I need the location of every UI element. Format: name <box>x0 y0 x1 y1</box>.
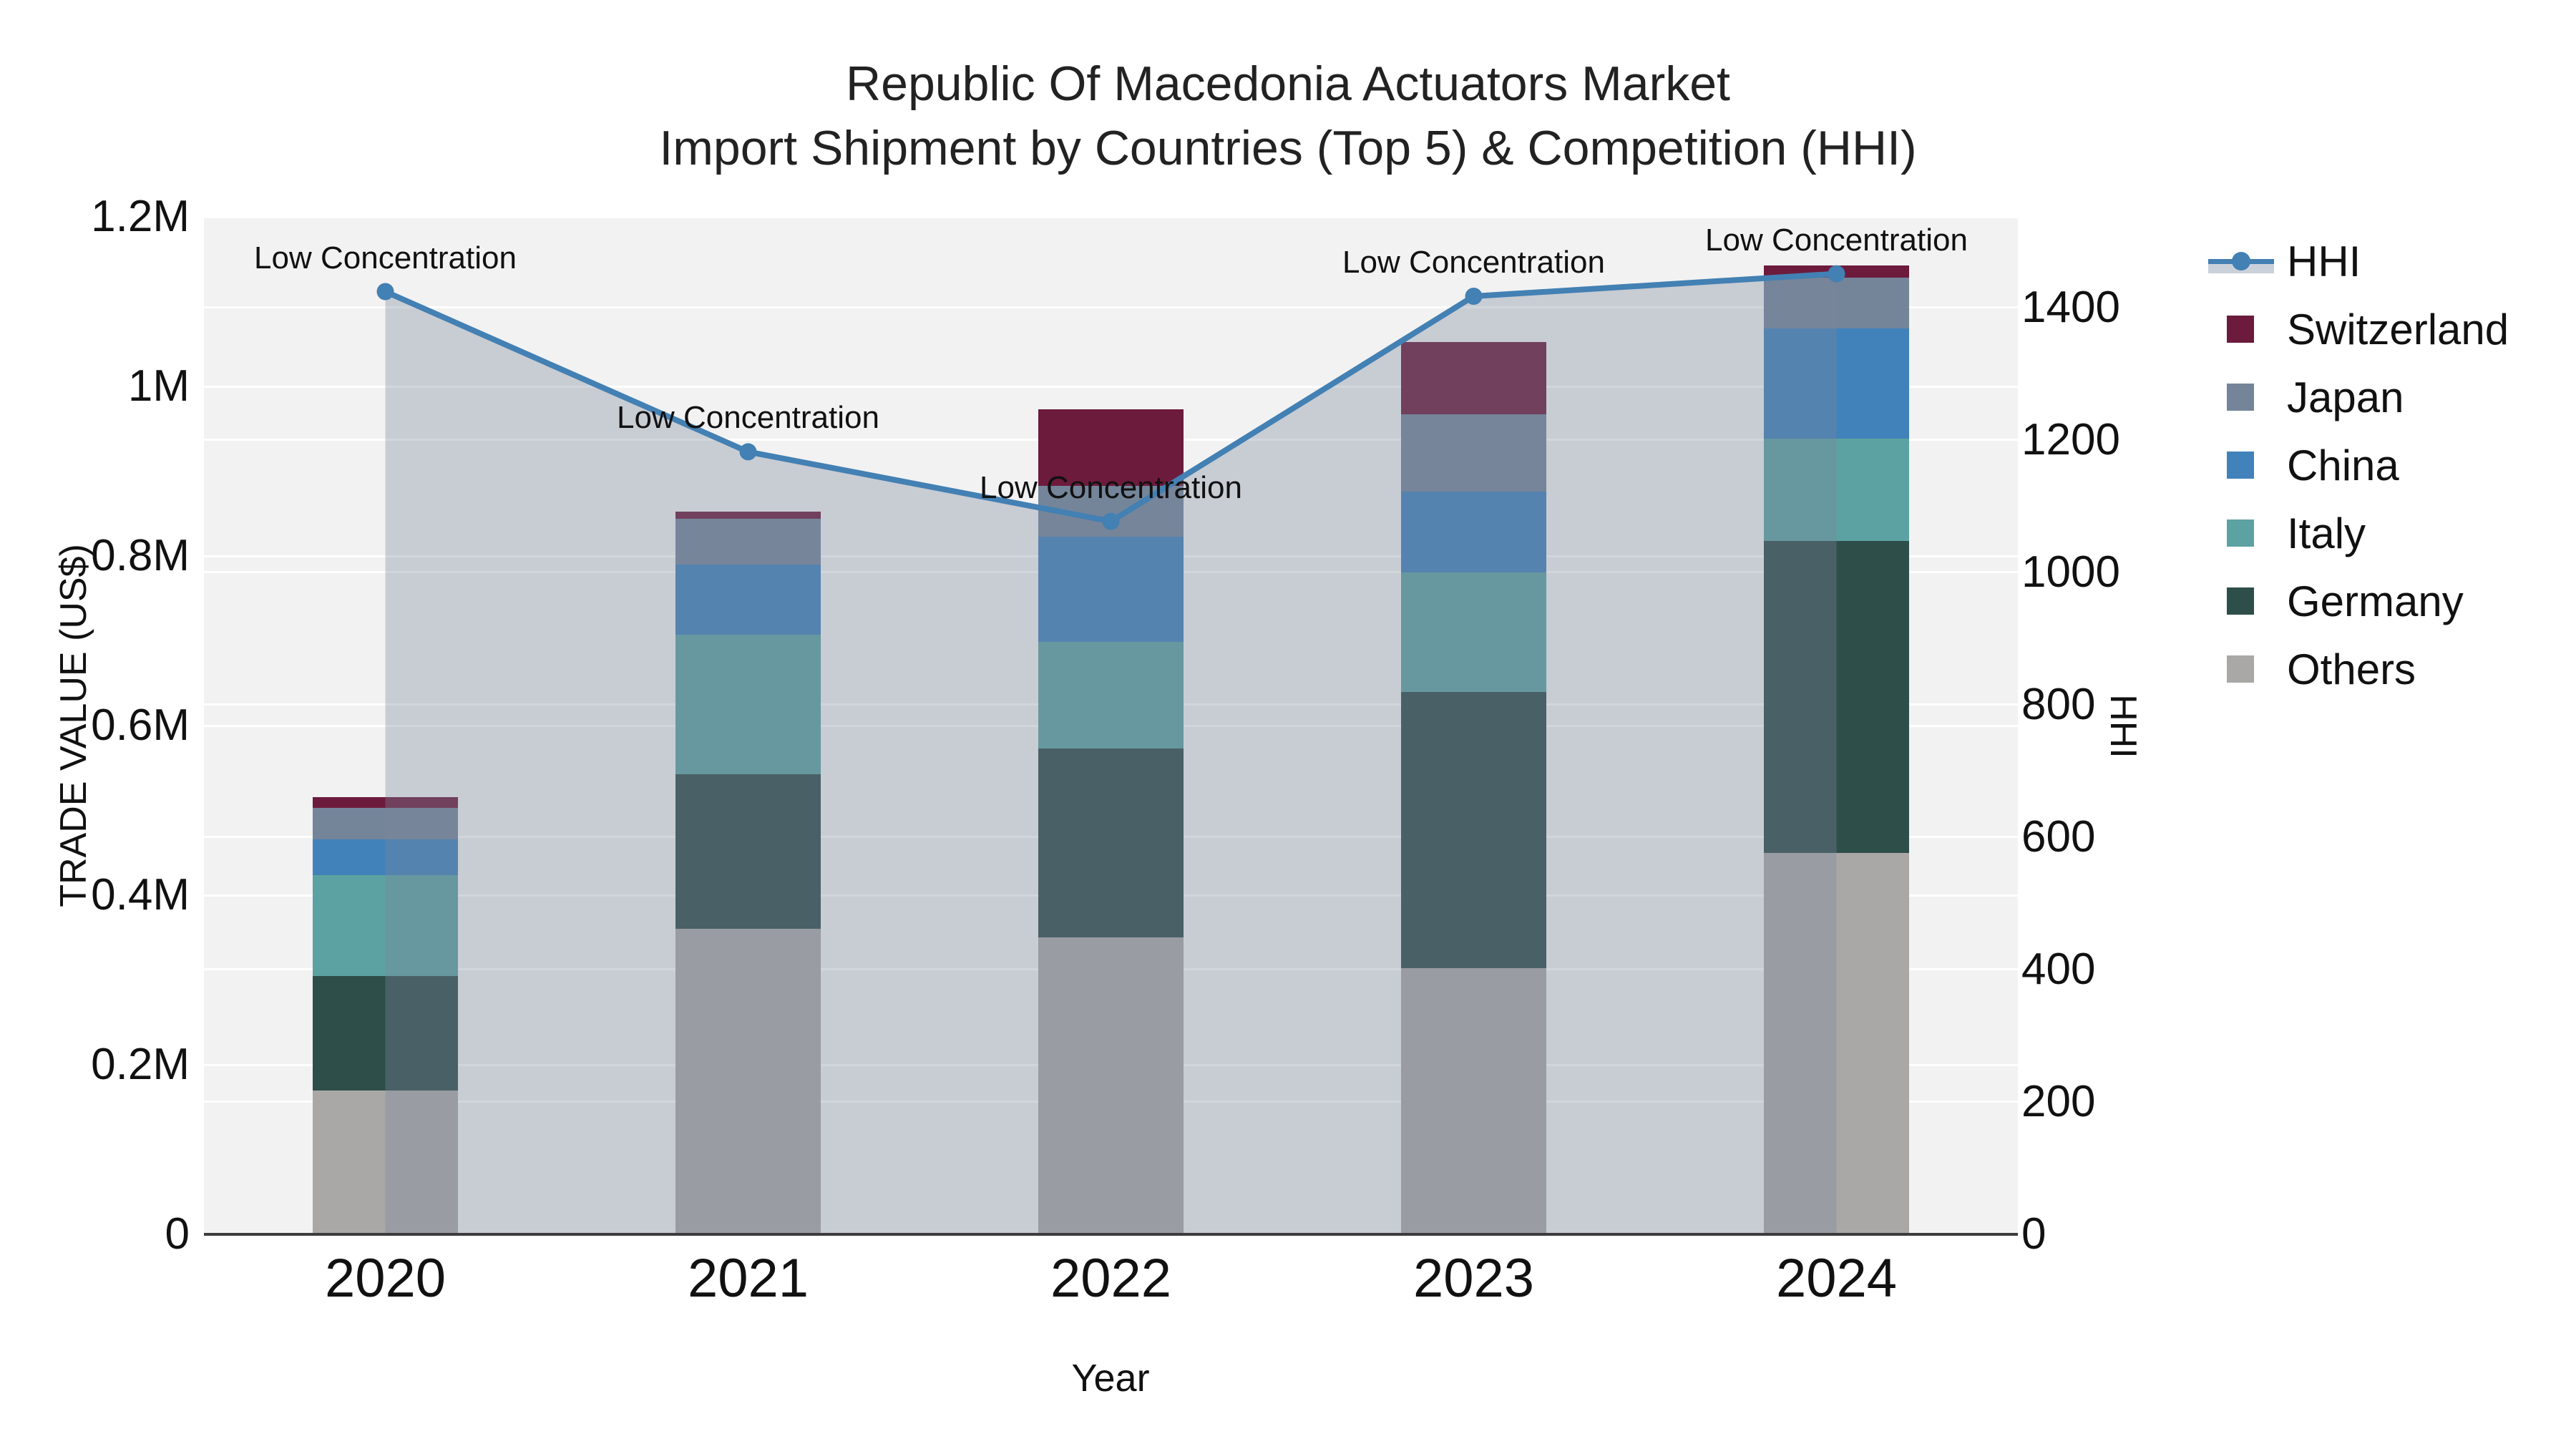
annotation-2020: Low Concentration <box>254 240 517 275</box>
bar-segment-2022-italy <box>1038 641 1184 748</box>
bar-segment-2024-others <box>1764 852 1909 1234</box>
y-right-tick-600: 600 <box>2021 811 2096 862</box>
y-right-tick-800: 800 <box>2021 679 2096 729</box>
legend-label: HHI <box>2287 237 2361 286</box>
bar-segment-2023-china <box>1401 491 1546 572</box>
y-left-tick-1M: 1M <box>127 361 190 411</box>
bar-segment-2021-japan <box>675 518 821 565</box>
x-tick-2022: 2022 <box>1050 1248 1172 1309</box>
bar-segment-2022-others <box>1038 937 1184 1234</box>
hhi-dot-icon <box>2232 252 2250 270</box>
swatch-icon <box>2227 384 2254 411</box>
hhi-marker-2021 <box>739 443 757 461</box>
italy-swatch-icon <box>2208 504 2287 562</box>
legend-label: Others <box>2287 645 2416 693</box>
bar-segment-2024-germany <box>1764 540 1909 853</box>
annotation-2023: Low Concentration <box>1342 245 1605 280</box>
y-right-tick-1400: 1400 <box>2021 282 2120 332</box>
y-left-tick-0.2M: 0.2M <box>91 1040 190 1089</box>
hhi-marker-2022 <box>1102 512 1120 530</box>
legend-label: Italy <box>2287 509 2366 557</box>
annotation-2021: Low Concentration <box>617 400 879 436</box>
annotation-2022: Low Concentration <box>980 469 1242 505</box>
y-right-tick-0: 0 <box>2021 1209 2046 1259</box>
legend-item-china[interactable]: China <box>2208 436 2399 494</box>
x-tick-2024: 2024 <box>1775 1248 1898 1309</box>
gridline-right-1400 <box>204 306 2018 309</box>
bar-segment-2023-others <box>1401 967 1546 1234</box>
x-tick-2023: 2023 <box>1413 1248 1535 1309</box>
bar-segment-2023-italy <box>1401 572 1546 692</box>
switzerland-swatch-icon <box>2208 301 2287 358</box>
bar-segment-2020-germany <box>313 975 458 1091</box>
legend-label: Japan <box>2287 373 2404 421</box>
bar-segment-2022-switzerland <box>1038 409 1184 486</box>
legend-label: Switzerland <box>2287 305 2509 353</box>
bar-segment-2021-germany <box>675 774 821 930</box>
bar-segment-2024-italy <box>1764 439 1909 541</box>
bar-segment-2021-china <box>675 564 821 635</box>
chart-title: Republic Of Macedonia Actuators Market I… <box>0 52 2576 180</box>
y-left-tick-0.4M: 0.4M <box>91 870 190 919</box>
swatch-icon <box>2227 316 2254 343</box>
x-axis-title: Year <box>1071 1357 1150 1400</box>
legend-item-others[interactable]: Others <box>2208 640 2416 698</box>
swatch-icon <box>2227 587 2254 615</box>
hhi-line-icon <box>2208 233 2287 290</box>
hhi-line-overlay <box>376 265 1845 1234</box>
swatch-icon <box>2227 655 2254 683</box>
chart-title-line2: Import Shipment by Countries (Top 5) & C… <box>659 121 1917 175</box>
y-left-tick-0.8M: 0.8M <box>91 531 190 580</box>
others-swatch-icon <box>2208 640 2287 698</box>
legend-item-hhi[interactable]: HHI <box>2208 233 2361 290</box>
swatch-icon <box>2227 452 2254 479</box>
bar-segment-2022-china <box>1038 536 1184 642</box>
y-right-tick-200: 200 <box>2021 1076 2096 1126</box>
legend-item-germany[interactable]: Germany <box>2208 572 2464 630</box>
y-left-tick-0.6M: 0.6M <box>91 701 190 750</box>
bar-segment-2021-italy <box>675 635 821 774</box>
gridline-left-1.2M <box>204 215 2018 218</box>
bar-segment-2021-switzerland <box>675 512 821 519</box>
bar-segment-2020-china <box>313 839 458 875</box>
bar-segment-2020-others <box>313 1090 458 1234</box>
bar-segment-2023-japan <box>1401 414 1546 492</box>
bar-segment-2021-others <box>675 929 821 1234</box>
bar-segment-2020-italy <box>313 874 458 976</box>
bar-segment-2020-japan <box>313 807 458 839</box>
germany-swatch-icon <box>2208 572 2287 630</box>
bar-segment-2023-switzerland <box>1401 342 1546 415</box>
hhi-marker-2020 <box>376 283 394 301</box>
hhi-marker-2024 <box>1828 265 1845 283</box>
plot-area: Low Concentration Low Concentration Low Co… <box>204 215 2018 1234</box>
y-right-tick-400: 400 <box>2021 944 2096 994</box>
bar-segment-2024-japan <box>1764 278 1909 329</box>
legend-label: China <box>2287 441 2399 489</box>
legend-label: Germany <box>2287 577 2464 625</box>
japan-swatch-icon <box>2208 369 2287 426</box>
x-tick-2020: 2020 <box>324 1248 447 1309</box>
bar-segment-2022-germany <box>1038 748 1184 938</box>
x-axis-baseline <box>204 1233 2018 1236</box>
x-tick-2021: 2021 <box>687 1248 809 1309</box>
y-left-tick-0: 0 <box>165 1209 190 1259</box>
bar-segment-2023-germany <box>1401 691 1546 968</box>
y-left-tick-1.2M: 1.2M <box>91 192 190 241</box>
swatch-icon <box>2227 519 2254 547</box>
hhi-area-fill <box>385 273 1837 1234</box>
bar-segment-2024-china <box>1764 328 1909 439</box>
legend-item-switzerland[interactable]: Switzerland <box>2208 301 2509 358</box>
legend-item-japan[interactable]: Japan <box>2208 369 2404 426</box>
china-swatch-icon <box>2208 436 2287 494</box>
legend-item-italy[interactable]: Italy <box>2208 504 2366 562</box>
annotation-2024: Low Concentration <box>1705 222 1968 258</box>
chart-title-line1: Republic Of Macedonia Actuators Market <box>846 57 1730 111</box>
y-right-tick-1000: 1000 <box>2021 547 2120 597</box>
gridline-left-1M <box>204 385 2018 388</box>
hhi-marker-2023 <box>1465 288 1483 305</box>
y-right-tick-1200: 1200 <box>2021 414 2120 464</box>
bar-segment-2020-switzerland <box>313 796 458 808</box>
